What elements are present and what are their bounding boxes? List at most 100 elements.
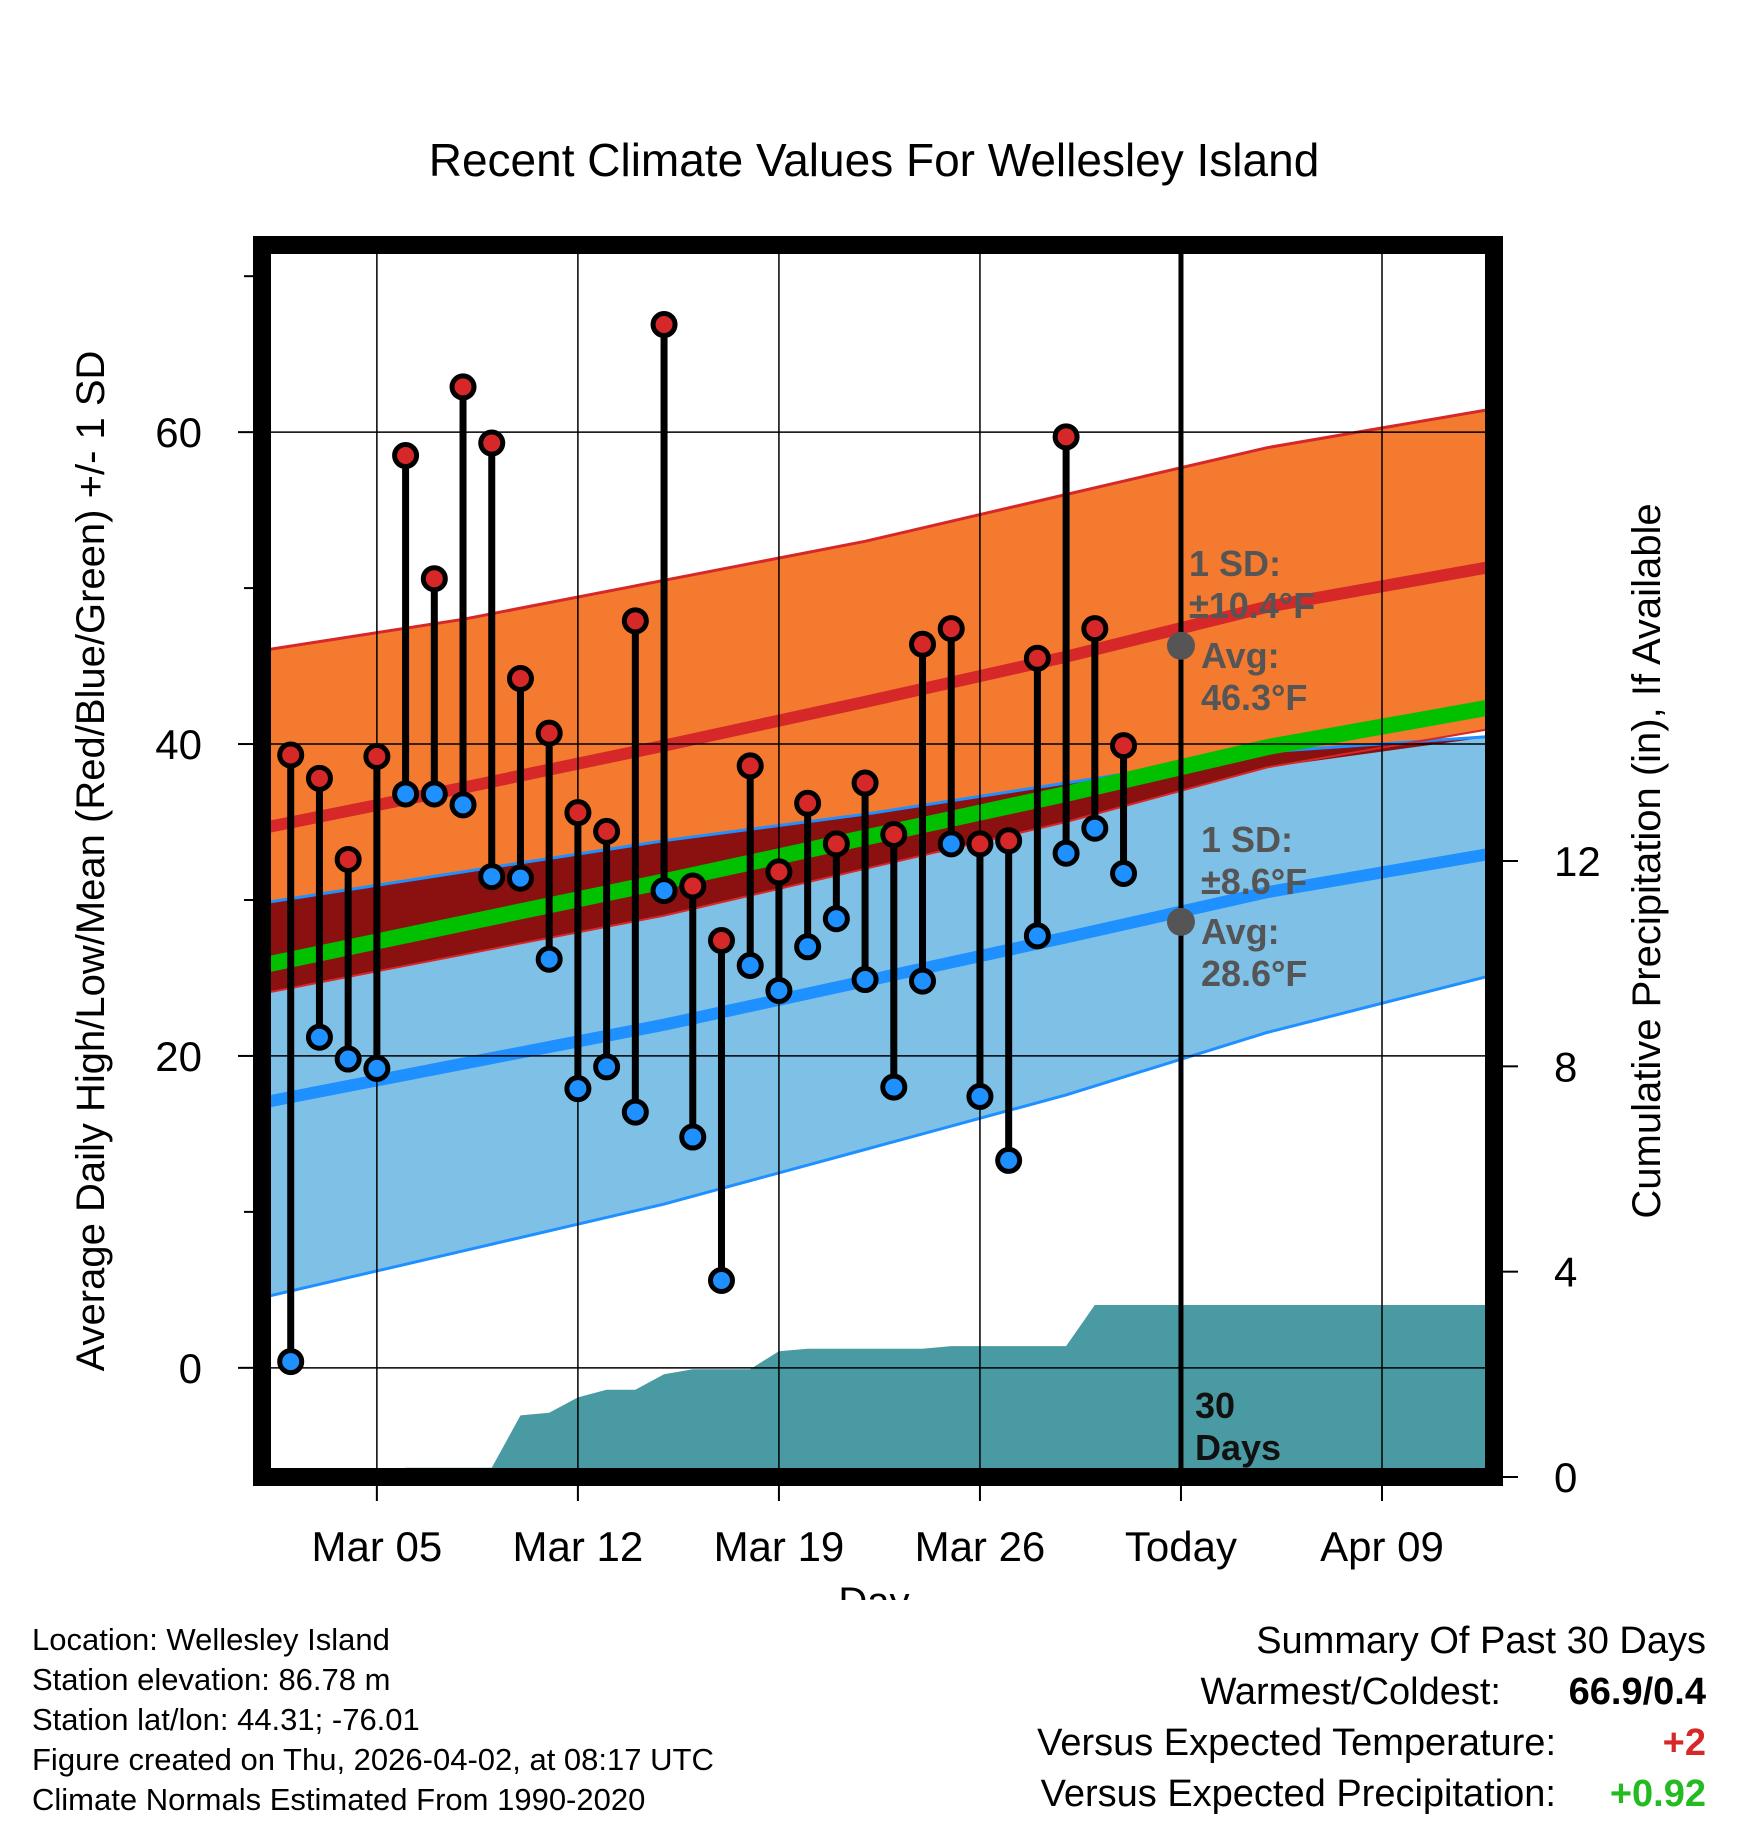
daily-low-point bbox=[420, 780, 448, 808]
daily-low-point bbox=[449, 791, 477, 819]
precipitation-fill bbox=[391, 1305, 1494, 1477]
daily-high-point bbox=[449, 373, 477, 401]
daily-low-point bbox=[334, 1045, 362, 1073]
daily-high-point bbox=[621, 607, 649, 635]
elevation-text: Station elevation: 86.78 m bbox=[32, 1662, 391, 1697]
daily-low-point bbox=[621, 1098, 649, 1126]
daily-low-point bbox=[794, 933, 822, 961]
plot-area bbox=[262, 245, 1494, 1477]
y-tick-label: 20 bbox=[155, 1033, 202, 1080]
y2-tick-label: 12 bbox=[1554, 838, 1601, 885]
daily-low-point bbox=[679, 1123, 707, 1151]
station-info: Location: Wellesley Island Station eleva… bbox=[32, 1620, 714, 1820]
daily-high-point bbox=[478, 429, 506, 457]
normals-text: Climate Normals Estimated From 1990-2020 bbox=[32, 1782, 646, 1817]
precip-days-word: Days bbox=[1195, 1427, 1281, 1468]
y2-tick-label: 8 bbox=[1554, 1043, 1577, 1090]
high-sd-label: 1 SD: bbox=[1189, 543, 1281, 584]
daily-low-point bbox=[880, 1073, 908, 1101]
daily-high-point bbox=[937, 615, 965, 643]
high-sd-value: ±10.4°F bbox=[1189, 585, 1315, 626]
daily-low-point bbox=[966, 1082, 994, 1110]
daily-high-point bbox=[822, 830, 850, 858]
daily-high-point bbox=[334, 845, 362, 873]
daily-low-point bbox=[822, 905, 850, 933]
daily-high-point bbox=[1023, 644, 1051, 672]
daily-high-point bbox=[277, 741, 305, 769]
y2-tick-label: 4 bbox=[1554, 1249, 1577, 1296]
daily-low-point bbox=[650, 877, 678, 905]
summary-heading: Summary Of Past 30 Days bbox=[1256, 1620, 1706, 1662]
daily-low-point bbox=[995, 1146, 1023, 1174]
warm-cold-value: 66.9/0.4 bbox=[1568, 1671, 1706, 1713]
high-avg-value: 46.3°F bbox=[1201, 677, 1307, 718]
x-tick-label: Mar 19 bbox=[714, 1523, 845, 1570]
daily-high-point bbox=[650, 311, 678, 339]
daily-low-point bbox=[1081, 814, 1109, 842]
low-sd-value: ±8.6°F bbox=[1201, 861, 1307, 902]
daily-high-point bbox=[392, 442, 420, 470]
high-avg-label: Avg: bbox=[1201, 635, 1280, 676]
daily-high-point bbox=[305, 764, 333, 792]
x-tick-label: Apr 09 bbox=[1320, 1523, 1444, 1570]
low-avg-label: Avg: bbox=[1201, 911, 1280, 952]
y2-tick-label: 0 bbox=[1554, 1454, 1577, 1501]
y-tick-label: 0 bbox=[179, 1345, 202, 1392]
y-axis-label: Average Daily High/Low/Mean (Red/Blue/Gr… bbox=[69, 351, 113, 1372]
climate-chart: Recent Climate Values For Wellesley Isla… bbox=[69, 134, 1669, 1600]
daily-low-point bbox=[363, 1054, 391, 1082]
daily-low-point bbox=[478, 863, 506, 891]
daily-low-point bbox=[535, 945, 563, 973]
low-sd-label: 1 SD: bbox=[1201, 819, 1293, 860]
chart-title: Recent Climate Values For Wellesley Isla… bbox=[429, 134, 1320, 186]
daily-high-point bbox=[765, 858, 793, 886]
daily-high-point bbox=[966, 830, 994, 858]
daily-low-point bbox=[707, 1267, 735, 1295]
daily-high-point bbox=[851, 769, 879, 797]
daily-low-point bbox=[593, 1053, 621, 1081]
precip-value: +0.92 bbox=[1609, 1773, 1706, 1815]
x-tick-label: Mar 05 bbox=[312, 1523, 443, 1570]
normal-bands bbox=[262, 407, 1494, 1300]
today-marker bbox=[1166, 245, 1195, 1477]
y-tick-label: 60 bbox=[155, 409, 202, 456]
temp-value: +2 bbox=[1662, 1722, 1706, 1764]
precip-label: Versus Expected Precipitation: bbox=[1040, 1773, 1556, 1815]
daily-low-point bbox=[736, 951, 764, 979]
x-tick-label: Today bbox=[1125, 1523, 1237, 1570]
daily-high-point bbox=[420, 565, 448, 593]
temp-label: Versus Expected Temperature: bbox=[1037, 1722, 1556, 1764]
daily-high-point bbox=[593, 817, 621, 845]
daily-low-point bbox=[1110, 859, 1138, 887]
latlon-text: Station lat/lon: 44.31; -76.01 bbox=[32, 1702, 420, 1737]
x-tick-label: Mar 26 bbox=[915, 1523, 1046, 1570]
daily-low-point bbox=[1023, 922, 1051, 950]
plot-frame bbox=[253, 236, 1503, 1486]
today-high-avg-dot bbox=[1166, 631, 1195, 660]
low-lower-line bbox=[262, 973, 1494, 1300]
daily-high-point bbox=[794, 789, 822, 817]
precipitation-area bbox=[391, 1305, 1494, 1477]
daily-high-point bbox=[736, 752, 764, 780]
daily-low-point bbox=[564, 1075, 592, 1103]
daily-high-point bbox=[679, 872, 707, 900]
daily-low-point bbox=[1052, 839, 1080, 867]
daily-low-point bbox=[506, 864, 534, 892]
daily-low-point bbox=[277, 1348, 305, 1376]
daily-high-point bbox=[1110, 732, 1138, 760]
daily-low-point bbox=[909, 967, 937, 995]
daily-high-point bbox=[535, 719, 563, 747]
x-axis-label: Day bbox=[838, 1580, 909, 1600]
daily-low-point bbox=[937, 830, 965, 858]
daily-high-point bbox=[909, 630, 937, 658]
y-tick-label: 40 bbox=[155, 721, 202, 768]
daily-high-point bbox=[1081, 615, 1109, 643]
precip-days-number: 30 bbox=[1195, 1385, 1235, 1426]
summary-panel: Summary Of Past 30 Days Warmest/Coldest:… bbox=[806, 1620, 1706, 1824]
daily-high-point bbox=[363, 743, 391, 771]
daily-low-point bbox=[851, 966, 879, 994]
location-text: Location: Wellesley Island bbox=[32, 1622, 390, 1657]
x-tick-label: Mar 12 bbox=[513, 1523, 644, 1570]
daily-low-point bbox=[305, 1023, 333, 1051]
y-axis-left: 0 20 40 60 bbox=[155, 275, 253, 1392]
